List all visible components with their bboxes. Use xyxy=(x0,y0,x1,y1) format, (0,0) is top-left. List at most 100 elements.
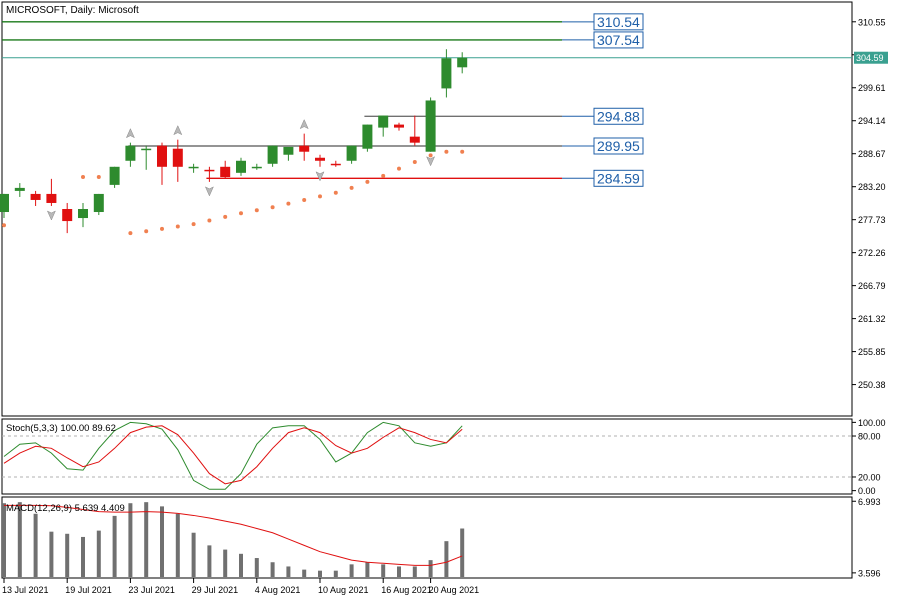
candle-bull xyxy=(346,145,357,161)
candle-bear xyxy=(409,136,420,143)
macd-histogram-bar xyxy=(460,528,465,577)
level-label: 294.88 xyxy=(597,108,640,124)
macd-histogram-bar xyxy=(96,530,101,577)
macd-panel: 6.993 3.596 xyxy=(2,497,881,578)
candle-bull xyxy=(251,166,262,169)
macd-histogram-bar xyxy=(160,506,164,577)
level-label-box xyxy=(593,107,644,125)
candle-bull xyxy=(441,58,452,89)
macd-histogram-bar xyxy=(302,569,307,577)
macd-histogram-bar xyxy=(112,515,117,577)
macd-histogram-bar xyxy=(381,564,386,577)
macd-histogram-bar xyxy=(81,536,85,577)
sar-dot xyxy=(270,205,275,210)
stoch-main-line xyxy=(3,421,463,490)
candle-bull xyxy=(362,124,373,149)
sar-dot xyxy=(175,224,180,229)
candle-bull xyxy=(378,115,389,128)
macd-histogram-bar xyxy=(144,502,149,577)
macd-histogram-bar xyxy=(2,503,6,577)
fractal-up-arrow xyxy=(173,125,183,136)
macd-signal-line xyxy=(4,504,463,566)
sar-dot xyxy=(144,229,149,234)
fractal-up-arrow xyxy=(299,119,309,130)
sar-dot xyxy=(365,179,370,184)
price-panel: 310.55305.08299.61294.14288.67283.20277.… xyxy=(0,13,888,390)
candle-bear xyxy=(46,193,57,203)
candle-bull xyxy=(267,145,278,164)
time-axis-label: 20 Aug 2021 xyxy=(429,585,480,595)
macd-axis-label: 6.993 xyxy=(858,497,881,507)
sar-dot xyxy=(223,214,228,219)
price-axis-label: 266.79 xyxy=(858,281,886,291)
time-axis-label: 23 Jul 2021 xyxy=(128,585,175,595)
level-label: 310.54 xyxy=(597,14,640,30)
price-axis-label: 299.61 xyxy=(858,83,886,93)
sar-dot xyxy=(444,149,449,154)
fractal-down-arrow xyxy=(426,156,436,167)
sar-dot xyxy=(81,175,85,180)
candle-bear xyxy=(220,166,231,178)
time-axis-label: 10 Aug 2021 xyxy=(318,585,369,595)
macd-histogram-bar xyxy=(207,545,212,577)
sar-dot xyxy=(128,231,133,236)
macd-histogram-bar xyxy=(286,566,291,577)
fractal-down-arrow xyxy=(204,186,214,197)
level-label-box xyxy=(593,31,644,49)
time-axis-label: 4 Aug 2021 xyxy=(255,585,301,595)
price-axis-label: 283.20 xyxy=(858,182,886,192)
sar-dot xyxy=(160,226,164,231)
level-label: 289.95 xyxy=(597,138,640,154)
macd-histogram-bar xyxy=(191,532,196,577)
macd-legend: MACD(12,26,9) 5.639 4.409 xyxy=(6,503,125,514)
macd-histogram-bar xyxy=(270,562,275,577)
level-label-box xyxy=(593,137,644,155)
time-axis-label: 13 Jul 2021 xyxy=(2,585,49,595)
sar-dot xyxy=(349,185,354,190)
sar-dot xyxy=(254,208,259,213)
macd-histogram-bar xyxy=(254,558,259,577)
macd-histogram-bar xyxy=(333,570,338,577)
candle-bull xyxy=(283,146,294,155)
macd-histogram-bar xyxy=(223,549,228,577)
candle-bull xyxy=(425,100,436,152)
price-axis-label: 250.38 xyxy=(858,380,886,390)
time-axis: 13 Jul 2021 19 Jul 2021 23 Jul 2021 29 Jul … xyxy=(2,578,479,595)
stoch-axis-label: 20.00 xyxy=(858,472,881,482)
sar-dot xyxy=(286,201,291,206)
sar-dot xyxy=(207,218,212,223)
candle-bull xyxy=(236,160,246,173)
sar-dot xyxy=(96,175,101,180)
macd-axis-label: 3.596 xyxy=(858,568,881,578)
candle-bear xyxy=(172,148,183,167)
level-label-box xyxy=(593,169,644,187)
macd-histogram-bar xyxy=(428,560,433,577)
sar-dot xyxy=(191,222,196,227)
macd-histogram-bar xyxy=(128,503,133,577)
candle-bull xyxy=(457,57,468,68)
sar-dot xyxy=(333,190,338,195)
candle-bull xyxy=(93,193,104,213)
stoch-signal-line xyxy=(3,425,463,485)
current-price-label: 304.59 xyxy=(856,53,884,63)
stochastic-legend: Stoch(5,3,3) 100.00 89.62 xyxy=(6,423,116,434)
stoch-panel-frame xyxy=(1,418,853,495)
stoch-axis-label: 80.00 xyxy=(858,432,881,442)
candle-bull xyxy=(109,166,120,185)
candle-bear xyxy=(394,124,404,128)
price-axis-label: 272.26 xyxy=(858,248,886,258)
candle-bull xyxy=(78,209,88,219)
candle-bear xyxy=(62,209,73,222)
sar-dot xyxy=(381,173,386,178)
chart-title: MICROSOFT, Daily: Microsoft xyxy=(6,5,139,16)
sar-dot xyxy=(302,197,307,202)
time-axis-label: 16 Aug 2021 xyxy=(381,585,432,595)
candle-bear xyxy=(157,145,167,167)
sar-dot xyxy=(428,153,433,158)
candle-bull xyxy=(125,145,136,161)
candle-bear xyxy=(30,193,41,200)
candle-bear xyxy=(204,169,215,172)
macd-histogram-bar xyxy=(444,541,449,577)
